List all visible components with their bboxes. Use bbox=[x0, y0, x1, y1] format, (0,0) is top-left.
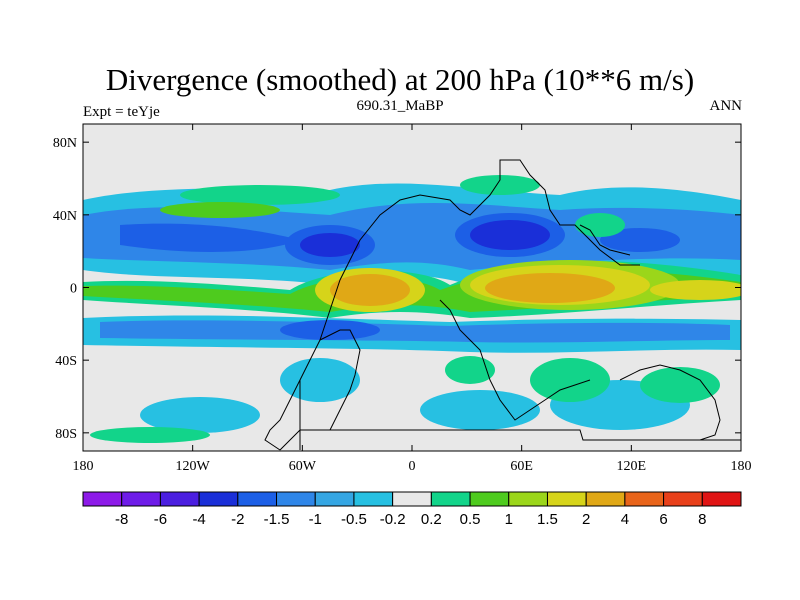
colorbar-label: 1 bbox=[505, 511, 513, 528]
colorbar-label: 0.2 bbox=[421, 511, 442, 528]
contour-band bbox=[300, 233, 360, 257]
contour-band bbox=[83, 203, 741, 270]
contour-band bbox=[460, 175, 540, 195]
contour-band bbox=[280, 320, 380, 340]
y-tick-label: 0 bbox=[70, 282, 77, 297]
colorbar-box bbox=[701, 491, 742, 507]
colorbar-box bbox=[508, 491, 548, 507]
colorbar-boxes bbox=[82, 491, 742, 507]
colorbar-box bbox=[276, 491, 316, 507]
contour-band bbox=[530, 358, 610, 402]
colorbar-box bbox=[585, 491, 626, 507]
chart-title: Divergence (smoothed) at 200 hPa (10**6 … bbox=[105, 62, 695, 97]
contour-band bbox=[90, 427, 210, 443]
contour-band bbox=[640, 367, 720, 403]
colorbar-box bbox=[159, 491, 200, 507]
colorbar-box bbox=[469, 491, 510, 507]
colorbar-label: 2 bbox=[582, 511, 590, 528]
coastlines bbox=[264, 159, 741, 451]
contour-band bbox=[180, 185, 340, 205]
colorbar-label: -0.2 bbox=[380, 511, 406, 528]
colorbar-label: 6 bbox=[659, 511, 667, 528]
contour-band bbox=[140, 397, 260, 433]
colorbar-label: -4 bbox=[192, 511, 205, 528]
colorbar-box bbox=[546, 491, 587, 507]
coastline bbox=[619, 364, 721, 441]
x-tick-label: 60E bbox=[510, 459, 533, 474]
colorbar-label: -1.5 bbox=[264, 511, 290, 528]
y-tick-label: 80N bbox=[53, 136, 77, 151]
x-axis: 180 120W 60W 0 60E 120E 180 bbox=[73, 124, 752, 474]
colorbar-box bbox=[392, 491, 432, 507]
coastline bbox=[279, 429, 741, 451]
contour-band bbox=[330, 274, 410, 306]
colorbar-label: -2 bbox=[231, 511, 244, 528]
contour-band bbox=[160, 202, 280, 218]
contour-band bbox=[575, 213, 625, 237]
coastline bbox=[299, 159, 640, 450]
contour-band bbox=[470, 220, 550, 250]
season-label: ANN bbox=[709, 98, 743, 114]
colorbar-box bbox=[121, 491, 161, 507]
x-tick-label: 180 bbox=[731, 459, 752, 474]
colorbar-label: -0.5 bbox=[341, 511, 367, 528]
run-id-label: 690.31_MaBP bbox=[356, 98, 444, 114]
contour-field bbox=[83, 124, 741, 451]
colorbar-label: 1.5 bbox=[537, 511, 558, 528]
y-tick-label: 80S bbox=[55, 427, 77, 442]
contour-band bbox=[650, 280, 741, 300]
coastline bbox=[264, 329, 361, 451]
colorbar-labels: -8 -6 -4 -2 -1.5 -1 -0.5 -0.2 0.2 0.5 1 1.5 2 4 6 8 bbox=[115, 511, 706, 528]
colorbar-box bbox=[314, 491, 355, 507]
y-axis: 80N 40N 0 40S 80S bbox=[53, 136, 741, 442]
colorbar-box bbox=[198, 491, 239, 507]
colorbar-label: -1 bbox=[309, 511, 322, 528]
x-tick-label: 180 bbox=[73, 459, 94, 474]
colorbar-box bbox=[663, 491, 703, 507]
contour-band bbox=[600, 228, 680, 252]
x-tick-label: 120W bbox=[176, 459, 211, 474]
y-tick-label: 40S bbox=[55, 354, 77, 369]
contour-band bbox=[120, 223, 300, 252]
colorbar-box bbox=[237, 491, 278, 507]
colorbar-label: 0.5 bbox=[460, 511, 481, 528]
colorbar-label: -8 bbox=[115, 511, 128, 528]
colorbar-box bbox=[624, 491, 665, 507]
coastline bbox=[439, 299, 591, 421]
colorbar-box bbox=[82, 491, 123, 507]
colorbar-box bbox=[353, 491, 394, 507]
x-tick-label: 0 bbox=[409, 459, 416, 474]
x-tick-label: 60W bbox=[289, 459, 317, 474]
coastline bbox=[579, 224, 631, 256]
contour-band bbox=[445, 356, 495, 384]
colorbar-label: -6 bbox=[154, 511, 167, 528]
contour-band bbox=[485, 273, 615, 303]
contour-band bbox=[100, 320, 730, 343]
experiment-label: Expt = teYje bbox=[83, 104, 160, 120]
y-tick-label: 40N bbox=[53, 209, 77, 224]
colorbar-label: 4 bbox=[621, 511, 629, 528]
colorbar-box bbox=[430, 491, 471, 507]
contour-band bbox=[420, 390, 540, 430]
colorbar-label: 8 bbox=[698, 511, 706, 528]
x-tick-label: 120E bbox=[617, 459, 647, 474]
